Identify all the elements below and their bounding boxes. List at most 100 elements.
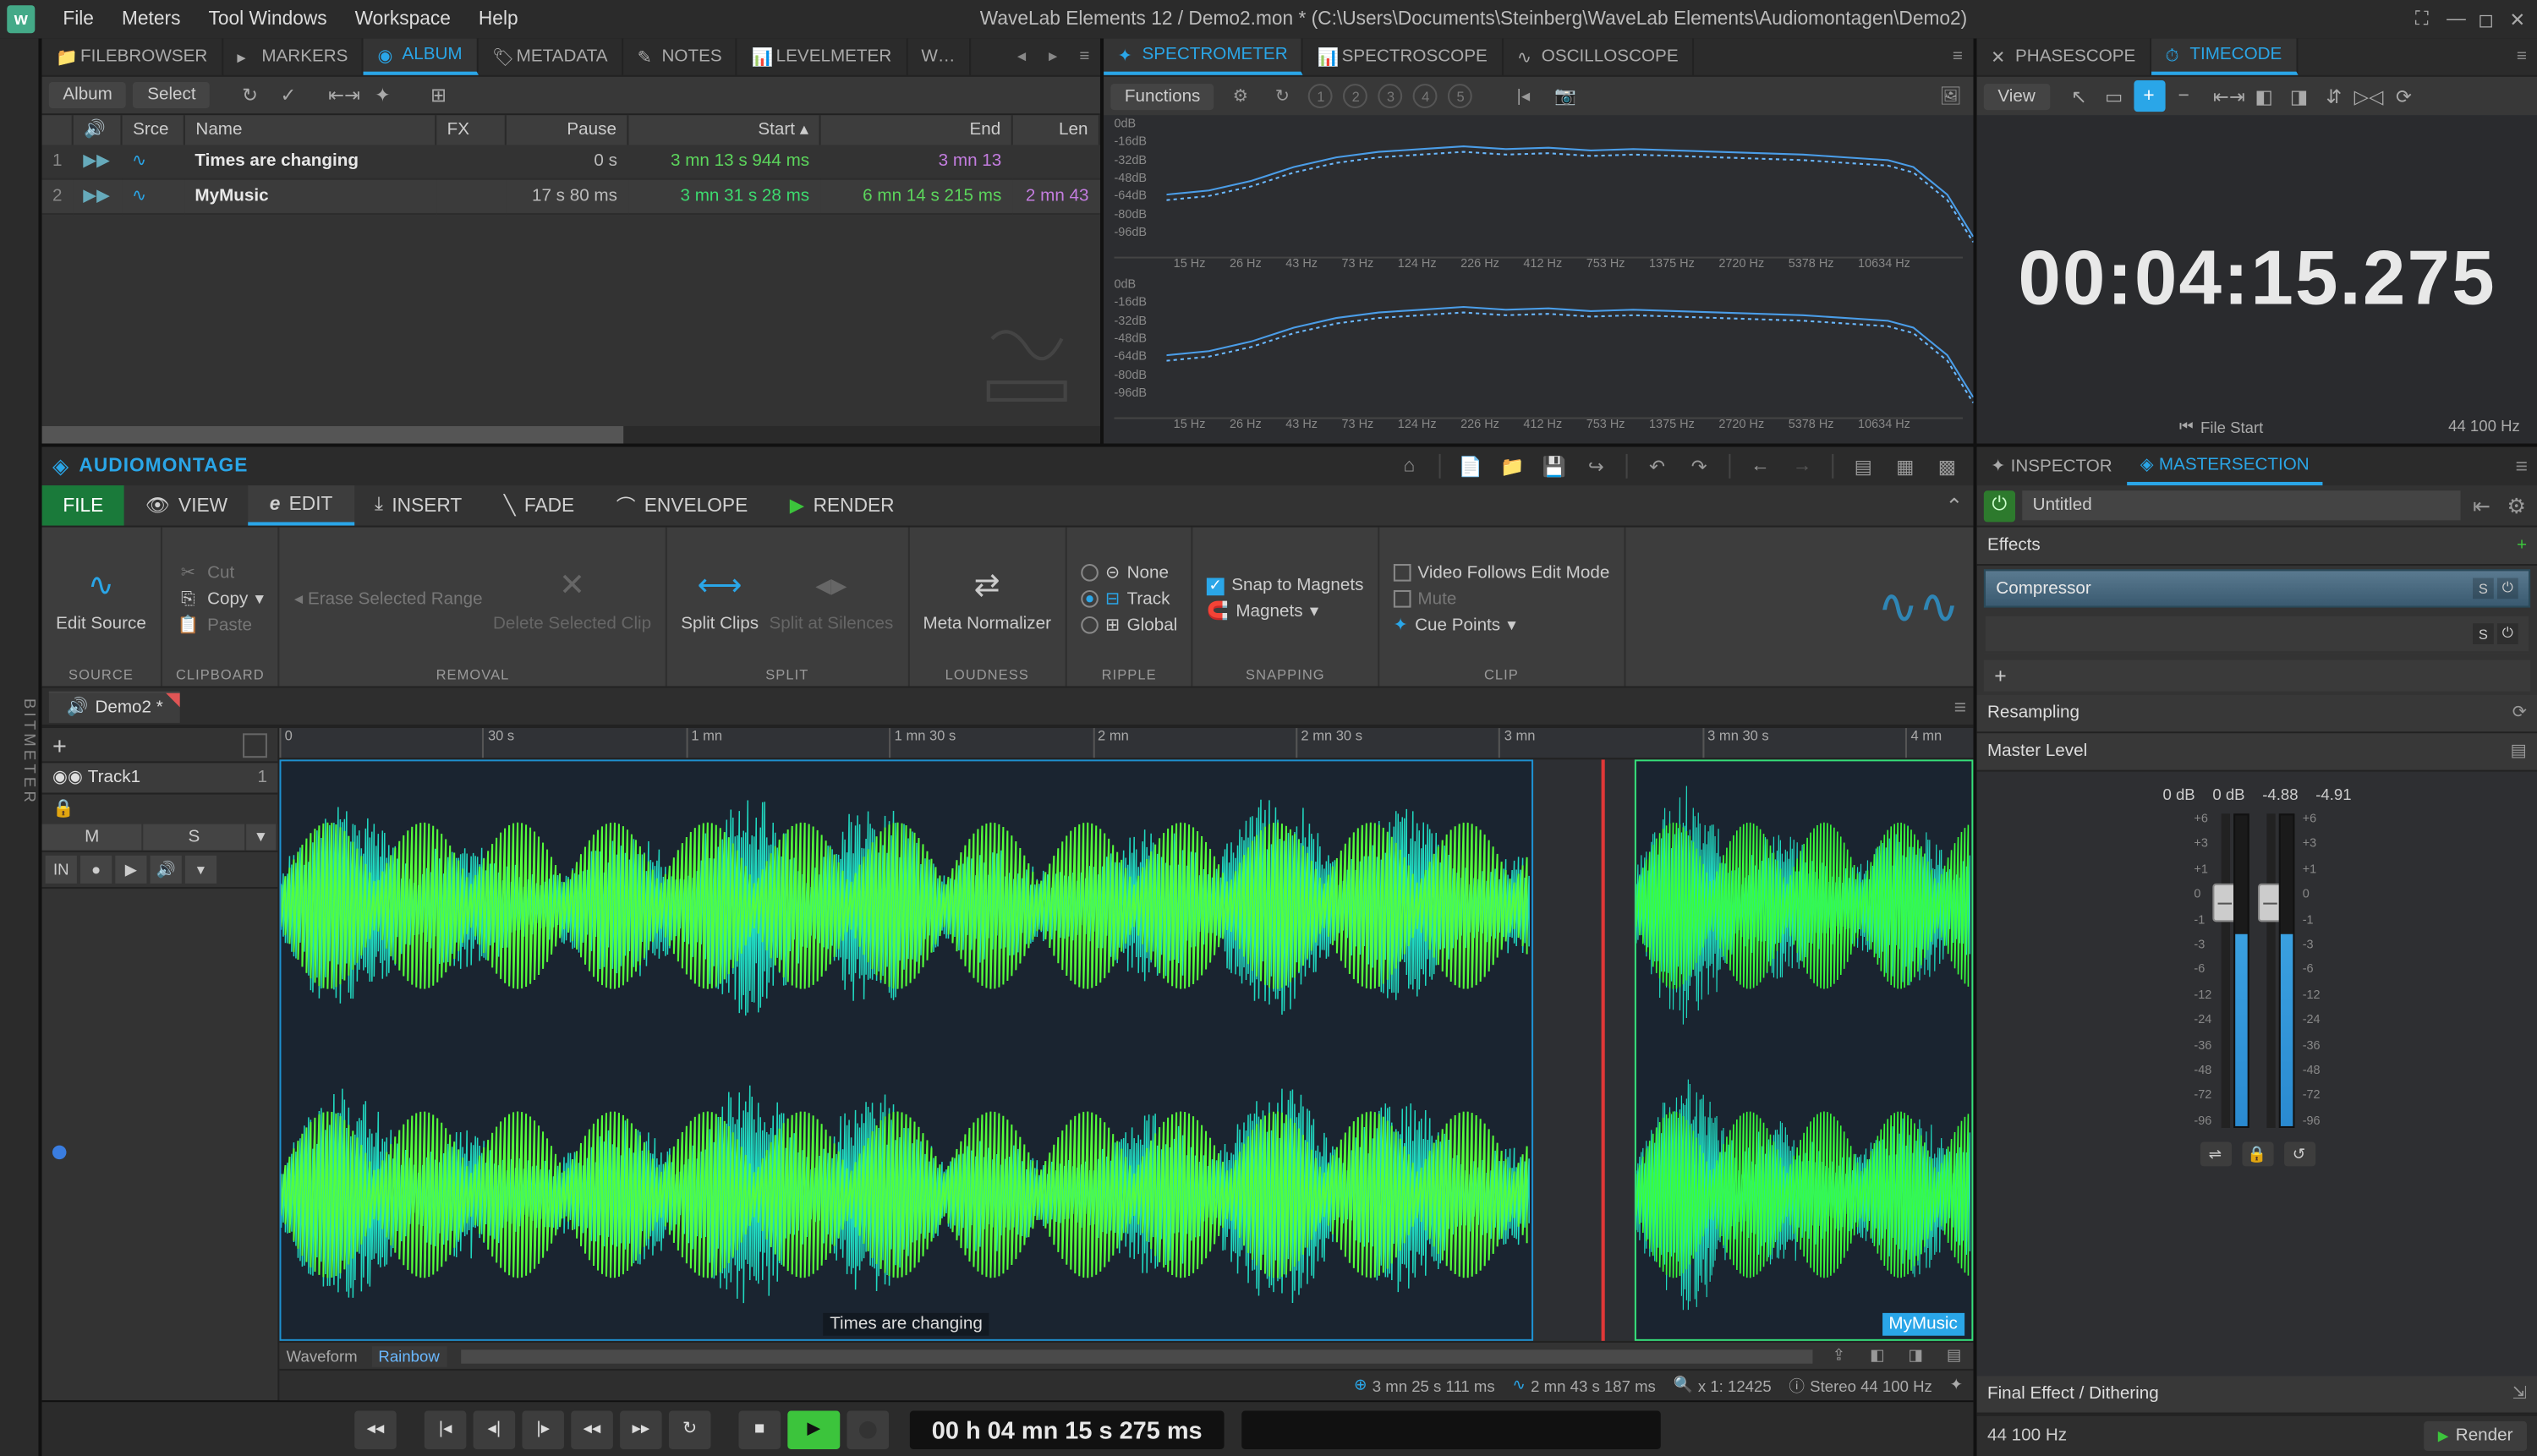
waveform-canvas[interactable]: 🔍 🔎 ⬍ Times are changingMyMusic (279, 759, 1973, 1341)
slot-power-icon[interactable]: ⏻ (2497, 623, 2518, 644)
newfile-icon[interactable]: 📄 (1455, 455, 1486, 478)
preset-2[interactable]: 2 (1344, 84, 1368, 108)
effect-slot-compressor[interactable]: Compressor S⏻ (1984, 569, 2530, 607)
preset-field[interactable]: Untitled (2022, 490, 2460, 520)
tab-next-icon[interactable]: ▸ (1038, 47, 1069, 67)
col-fx[interactable]: FX (436, 115, 506, 145)
erase-button[interactable]: ◂ Erase Selected Range (294, 589, 483, 609)
tab-markers[interactable]: ▸MARKERS (223, 38, 364, 74)
effect-slot-empty[interactable]: S⏻ (1984, 615, 2530, 653)
in-button[interactable]: IN (46, 856, 77, 884)
final-opts-icon[interactable]: ⇲ (2512, 1385, 2527, 1404)
play-button[interactable]: ▶ (787, 1409, 840, 1448)
edit-source-button[interactable]: ∿ Edit Source (56, 562, 146, 636)
video-follows-toggle[interactable]: Video Follows Edit Mode (1394, 563, 1610, 583)
col-len[interactable]: Len (1012, 115, 1099, 145)
playhead[interactable] (1601, 759, 1604, 1341)
fader-right[interactable] (2266, 813, 2274, 1128)
close-icon[interactable]: ✕ (2509, 8, 2530, 30)
tab-spectroscope[interactable]: 📊SPECTROSCOPE (1303, 38, 1503, 74)
stop-button[interactable]: ■ (738, 1409, 781, 1448)
save-icon[interactable]: 💾 (1538, 455, 1570, 478)
grid-icon[interactable]: ⊞ (423, 81, 454, 109)
back-icon[interactable]: ← (1745, 456, 1776, 477)
layout2-icon[interactable]: ▦ (1889, 455, 1921, 478)
solo-button[interactable]: S (144, 824, 246, 851)
resampling-toggle-icon[interactable]: ⟳ (2512, 703, 2527, 723)
tab-prev-icon[interactable]: ◂ (1005, 47, 1037, 67)
next-marker-button[interactable]: |▸ (522, 1409, 564, 1448)
cue-points-menu[interactable]: ✦Cue Points ▾ (1394, 616, 1610, 635)
slot-solo-icon[interactable]: S (2473, 623, 2494, 644)
slot-power-icon[interactable]: ⏻ (2497, 578, 2518, 599)
dock-icon[interactable]: ≡ (1069, 47, 1100, 67)
maximize-icon[interactable]: ◻ (2478, 8, 2499, 30)
expand-icon[interactable]: ⛶ (2415, 8, 2436, 30)
file-tab-demo2[interactable]: 🔊 Demo2 * (49, 691, 181, 722)
play-icon[interactable]: ▶▶ (73, 179, 122, 214)
refresh-icon[interactable]: ↻ (234, 81, 266, 109)
rainbow-mode[interactable]: Rainbow (371, 1345, 447, 1366)
plus-icon[interactable]: + (2133, 80, 2164, 112)
rtab-file[interactable]: FILE (42, 485, 125, 525)
add-effect-button[interactable]: + (1984, 660, 2530, 692)
dock-icon[interactable]: ≡ (2506, 47, 2537, 67)
album-mode-select[interactable]: Select (134, 82, 210, 108)
add-track-button[interactable]: + (52, 731, 67, 758)
rewind-button[interactable]: ◂◂ (571, 1409, 613, 1448)
loop-button[interactable]: ↻ (669, 1409, 711, 1448)
power-button[interactable]: ⏻ (1984, 490, 2015, 521)
magnets-menu[interactable]: 🧲Magnets ▾ (1207, 602, 1363, 621)
tab-inspector[interactable]: ✦ INSPECTOR (1977, 447, 2127, 485)
track-menu-icon[interactable]: ▾ (246, 824, 278, 851)
monitor-button[interactable]: 🔊 (151, 856, 182, 884)
track-more-icon[interactable]: ▾ (185, 856, 216, 884)
layout1-icon[interactable]: ▤ (1848, 455, 1879, 478)
col-pause[interactable]: Pause (506, 115, 628, 145)
tool-icon[interactable]: ◧ (2249, 80, 2280, 112)
view-menu[interactable]: View (1984, 83, 2049, 109)
rtab-insert[interactable]: ⤓INSERT (353, 485, 483, 525)
lock-icon[interactable]: 🔒 (52, 800, 74, 819)
mute-button[interactable]: M (42, 824, 145, 851)
minimize-icon[interactable]: — (2447, 8, 2468, 30)
tab-spectrometer[interactable]: ✦SPECTROMETER (1104, 38, 1303, 74)
wizard-icon[interactable]: ✦ (367, 81, 398, 109)
fwd-icon[interactable]: → (1786, 456, 1817, 477)
refresh-icon[interactable]: ↻ (1267, 86, 1298, 106)
opt1-icon[interactable]: ◧ (1865, 1346, 1889, 1366)
redo-icon[interactable]: ↷ (1684, 455, 1715, 478)
paste-button[interactable]: 📋Paste (176, 616, 264, 635)
sel-icon[interactable]: ▭ (2098, 80, 2129, 112)
tab-filebrowser[interactable]: 📁FILEBROWSER (42, 38, 223, 74)
goto-start-button[interactable]: |◂ (425, 1409, 467, 1448)
record-button[interactable] (847, 1409, 890, 1448)
tab-oscilloscope[interactable]: ∿OSCILLOSCOPE (1503, 38, 1694, 74)
cursor-icon[interactable]: ↖ (2063, 80, 2095, 112)
tab-notes[interactable]: ✎NOTES (623, 38, 737, 74)
export-icon[interactable]: ↪ (1581, 455, 1612, 478)
tab-phasescope[interactable]: ✕PHASESCOPE (1977, 38, 2151, 74)
track-options-icon[interactable] (243, 732, 267, 757)
opt2-icon[interactable]: ◨ (1904, 1346, 1928, 1366)
tool5-icon[interactable]: ⟳ (2388, 80, 2419, 112)
menu-meters[interactable]: Meters (107, 8, 194, 30)
menu-help[interactable]: Help (464, 8, 532, 30)
tab-overflow[interactable]: W… (907, 38, 971, 74)
track-name[interactable]: ◉◉ Track1 1 (42, 763, 278, 794)
effects-add-icon[interactable]: + (2517, 536, 2527, 556)
prev-marker-button[interactable]: ◂| (474, 1409, 516, 1448)
reset-peak-icon[interactable]: ↺ (2283, 1142, 2315, 1167)
ripple-global[interactable]: ⊞Global (1081, 616, 1177, 635)
menu-toolwindows[interactable]: Tool Windows (195, 8, 341, 30)
forward-button[interactable]: ▸▸ (620, 1409, 662, 1448)
split-clips-button[interactable]: ⟷ Split Clips (681, 562, 759, 636)
masterlevel-opts-icon[interactable]: ▤ (2511, 742, 2528, 762)
meta-normalizer-button[interactable]: ⇄ Meta Normalizer (923, 562, 1050, 636)
slot-solo-icon[interactable]: S (2473, 578, 2494, 599)
tool2-icon[interactable]: ◨ (2283, 80, 2315, 112)
tool4-icon[interactable]: ▷◁ (2353, 80, 2385, 112)
preset-load-icon[interactable]: ⇤ (2468, 493, 2496, 517)
fader-left[interactable] (2221, 813, 2229, 1128)
minus-icon[interactable]: − (2168, 80, 2200, 112)
